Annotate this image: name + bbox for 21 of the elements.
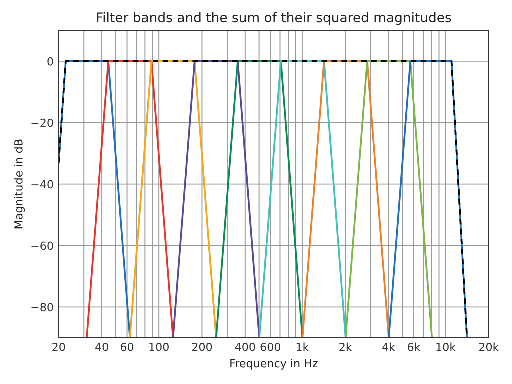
x-tick-label: 4k bbox=[382, 342, 396, 352]
x-tick-label: 6k bbox=[408, 342, 421, 352]
x-tick-label: 20 bbox=[52, 342, 66, 352]
x-tick-label: 60 bbox=[120, 342, 134, 352]
x-tick-label: 2k bbox=[340, 342, 352, 352]
y-axis-title: Magnitude in dB bbox=[14, 140, 26, 229]
x-tick-label: 20k bbox=[479, 342, 500, 352]
y-tick-label: −20 bbox=[32, 118, 54, 128]
y-tick-label: −60 bbox=[32, 242, 54, 250]
x-axis-title: Frequency in Hz bbox=[230, 359, 318, 370]
x-tick-label: 100 bbox=[150, 342, 169, 352]
x-tick-label: 400 bbox=[235, 342, 256, 352]
chart-title: Filter bands and the sum of their squared magnitudes bbox=[97, 12, 452, 26]
x-tick-label: 1k bbox=[296, 342, 310, 352]
x-tick-label: 10k bbox=[436, 342, 456, 352]
y-tick-label: 0 bbox=[48, 57, 54, 66]
y-tick-label: −80 bbox=[32, 303, 54, 312]
x-tick-label: 200 bbox=[192, 342, 212, 352]
x-tick-label: 600 bbox=[260, 342, 281, 352]
x-tick-label: 40 bbox=[96, 342, 108, 352]
y-tick-label: −40 bbox=[32, 180, 54, 189]
